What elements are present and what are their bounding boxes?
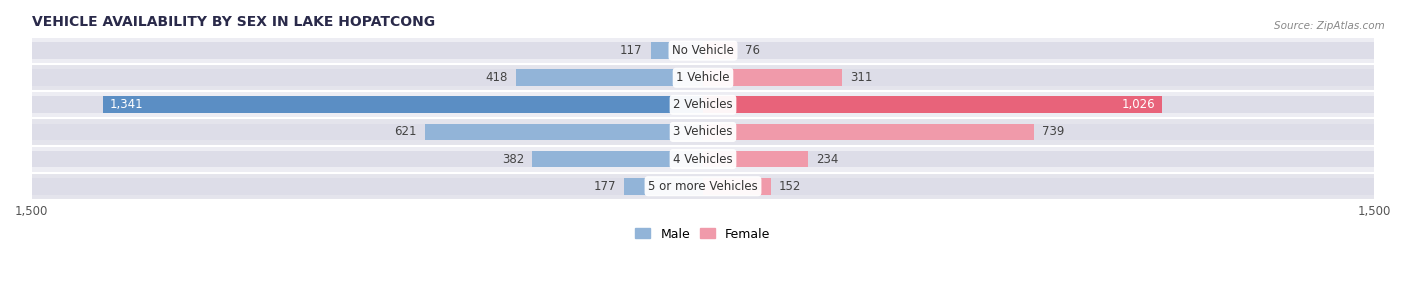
Bar [425, 124, 703, 140]
Text: 76: 76 [745, 44, 761, 57]
Text: 117: 117 [620, 44, 643, 57]
Text: 177: 177 [593, 180, 616, 193]
Bar [703, 124, 1374, 140]
Bar [703, 178, 1374, 195]
Bar [703, 42, 737, 59]
Bar [32, 151, 703, 167]
Text: 2 Vehicles: 2 Vehicles [673, 99, 733, 111]
Bar [32, 69, 703, 86]
Bar [624, 178, 703, 195]
Text: 418: 418 [485, 71, 508, 84]
Bar [703, 69, 1374, 86]
Text: 1,026: 1,026 [1122, 99, 1156, 111]
Text: Source: ZipAtlas.com: Source: ZipAtlas.com [1274, 21, 1385, 31]
Text: 1 Vehicle: 1 Vehicle [676, 71, 730, 84]
Text: 234: 234 [815, 152, 838, 166]
Bar [703, 151, 1374, 167]
Text: 382: 382 [502, 152, 524, 166]
Text: 3 Vehicles: 3 Vehicles [673, 125, 733, 138]
Legend: Male, Female: Male, Female [630, 223, 776, 246]
Bar [703, 69, 842, 86]
Bar [32, 173, 1374, 200]
Text: No Vehicle: No Vehicle [672, 44, 734, 57]
Bar [703, 124, 1033, 140]
Bar [32, 96, 703, 113]
Text: VEHICLE AVAILABILITY BY SEX IN LAKE HOPATCONG: VEHICLE AVAILABILITY BY SEX IN LAKE HOPA… [32, 15, 434, 29]
Bar [703, 178, 770, 195]
Bar [103, 96, 703, 113]
Bar [32, 178, 703, 195]
Text: 311: 311 [851, 71, 873, 84]
Bar [703, 42, 1374, 59]
Bar [32, 118, 1374, 145]
Bar [651, 42, 703, 59]
Bar [32, 42, 703, 59]
Bar [32, 124, 703, 140]
Text: 152: 152 [779, 180, 801, 193]
Bar [531, 151, 703, 167]
Bar [32, 64, 1374, 91]
Bar [32, 91, 1374, 118]
Text: 5 or more Vehicles: 5 or more Vehicles [648, 180, 758, 193]
Bar [32, 37, 1374, 64]
Bar [703, 96, 1163, 113]
Bar [516, 69, 703, 86]
Text: 621: 621 [395, 125, 418, 138]
Bar [32, 145, 1374, 173]
Bar [703, 96, 1374, 113]
Text: 1,341: 1,341 [110, 99, 143, 111]
Bar [703, 151, 807, 167]
Text: 4 Vehicles: 4 Vehicles [673, 152, 733, 166]
Text: 739: 739 [1042, 125, 1064, 138]
